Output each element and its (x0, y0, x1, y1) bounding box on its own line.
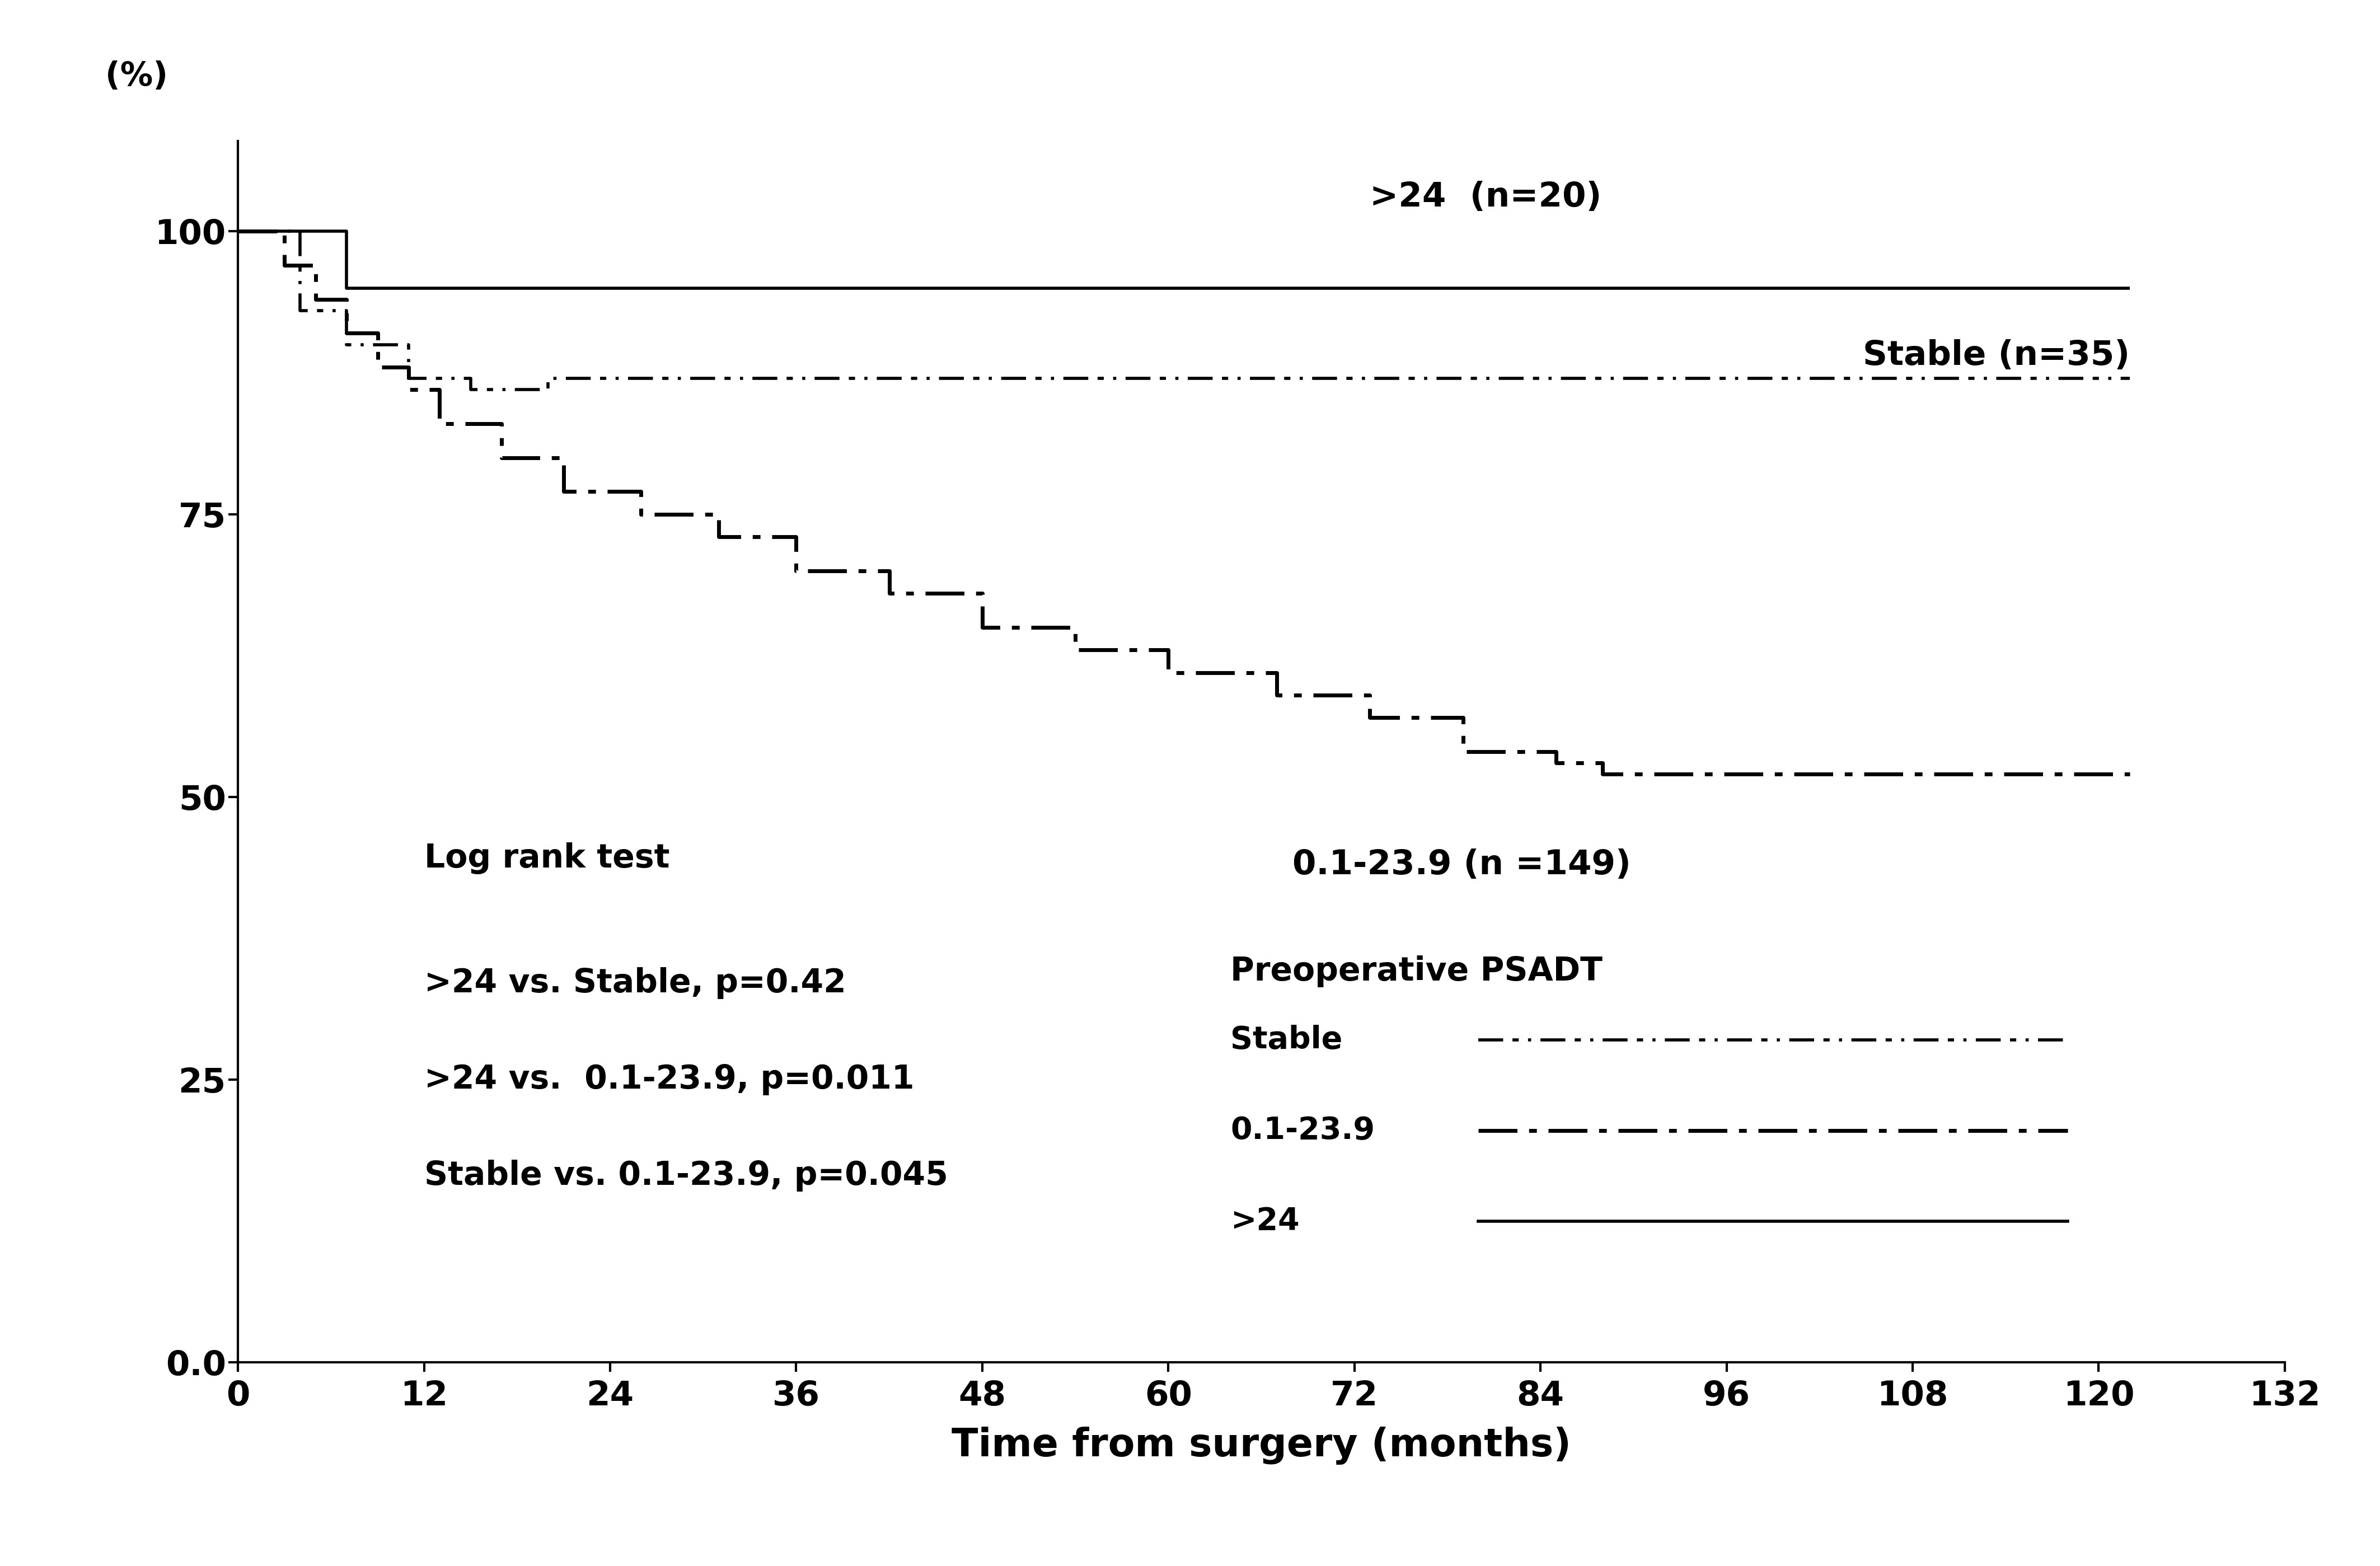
Text: Stable vs. 0.1-23.9, p=0.045: Stable vs. 0.1-23.9, p=0.045 (424, 1159, 947, 1192)
Text: (%): (%) (105, 60, 167, 92)
X-axis label: Time from surgery (months): Time from surgery (months) (952, 1427, 1571, 1464)
Text: Stable (n=35): Stable (n=35) (1864, 340, 2130, 373)
Text: 0.1-23.9: 0.1-23.9 (1230, 1115, 1376, 1146)
Text: Stable: Stable (1230, 1026, 1342, 1055)
Text: >24 vs. Stable, p=0.42: >24 vs. Stable, p=0.42 (424, 968, 845, 999)
Text: 0.1-23.9 (n =149): 0.1-23.9 (n =149) (1292, 849, 1630, 882)
Text: Preoperative PSADT: Preoperative PSADT (1230, 955, 1602, 987)
Text: >24 vs.  0.1-23.9, p=0.011: >24 vs. 0.1-23.9, p=0.011 (424, 1063, 914, 1095)
Text: >24: >24 (1230, 1206, 1299, 1236)
Text: Log rank test: Log rank test (424, 843, 669, 874)
Text: >24  (n=20): >24 (n=20) (1371, 182, 1602, 215)
